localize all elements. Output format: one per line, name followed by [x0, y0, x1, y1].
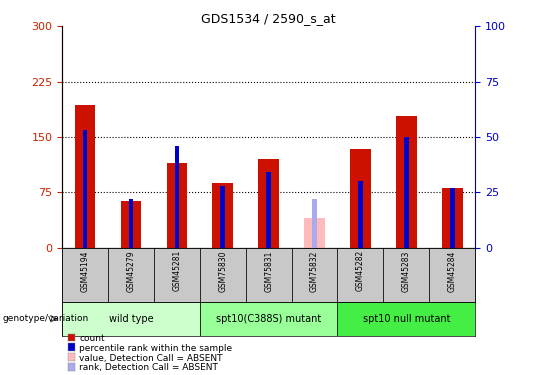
- Bar: [442, 189, 463, 248]
- Bar: [404, 137, 409, 248]
- Text: GSM75832: GSM75832: [310, 250, 319, 292]
- Text: GSM45283: GSM45283: [402, 250, 411, 292]
- Bar: [258, 159, 279, 248]
- Text: spt10(C388S) mutant: spt10(C388S) mutant: [216, 314, 321, 324]
- Bar: [154, 248, 200, 302]
- Title: GDS1534 / 2590_s_at: GDS1534 / 2590_s_at: [201, 12, 336, 25]
- Bar: [108, 248, 154, 302]
- Bar: [246, 248, 292, 302]
- Bar: [200, 302, 338, 336]
- Text: GSM45279: GSM45279: [126, 250, 136, 292]
- Bar: [292, 248, 338, 302]
- Bar: [266, 172, 271, 248]
- Bar: [62, 302, 200, 336]
- Text: spt10 null mutant: spt10 null mutant: [362, 314, 450, 324]
- Text: count: count: [79, 334, 105, 343]
- Text: GSM45194: GSM45194: [80, 250, 90, 292]
- Bar: [358, 181, 363, 248]
- Text: percentile rank within the sample: percentile rank within the sample: [79, 344, 233, 353]
- Text: GSM75830: GSM75830: [218, 250, 227, 292]
- Text: GSM45281: GSM45281: [172, 250, 181, 291]
- Bar: [129, 199, 133, 248]
- Bar: [200, 248, 246, 302]
- Text: GSM75831: GSM75831: [264, 250, 273, 292]
- Bar: [396, 116, 417, 248]
- Bar: [429, 248, 475, 302]
- Text: GSM45282: GSM45282: [356, 250, 365, 291]
- Bar: [174, 146, 179, 248]
- Text: GSM45284: GSM45284: [448, 250, 457, 292]
- Text: rank, Detection Call = ABSENT: rank, Detection Call = ABSENT: [79, 363, 218, 372]
- Bar: [338, 248, 383, 302]
- Text: wild type: wild type: [109, 314, 153, 324]
- Bar: [212, 183, 233, 248]
- Bar: [166, 163, 187, 248]
- Bar: [338, 302, 475, 336]
- Bar: [450, 188, 455, 248]
- Bar: [220, 186, 225, 248]
- Bar: [383, 248, 429, 302]
- Bar: [75, 105, 96, 248]
- Bar: [83, 130, 87, 248]
- Bar: [120, 201, 141, 248]
- Bar: [304, 218, 325, 248]
- Bar: [350, 149, 371, 248]
- Text: genotype/variation: genotype/variation: [3, 314, 89, 323]
- Text: value, Detection Call = ABSENT: value, Detection Call = ABSENT: [79, 354, 223, 363]
- Bar: [62, 248, 108, 302]
- Bar: [312, 199, 317, 248]
